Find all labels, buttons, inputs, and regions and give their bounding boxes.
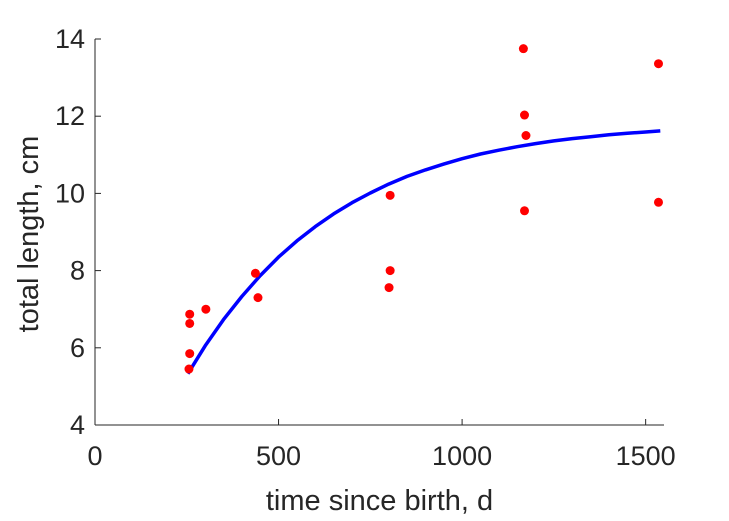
data-point [185,349,195,359]
y-axis-title: total length, cm [13,136,45,333]
data-point [385,266,395,276]
y-tick-label: 8 [70,256,85,286]
y-tick-label: 12 [55,101,85,131]
data-point [653,197,663,207]
x-tick-label: 1000 [432,441,492,471]
data-point [520,110,530,120]
data-point [201,304,211,314]
ticks: 0 500 1000 1500 4 6 8 10 12 14 [55,24,676,471]
x-tick-label: 1500 [616,441,676,471]
data-point [653,59,663,69]
axes [94,39,664,426]
data-point [384,283,394,293]
y-tick-label: 14 [55,24,85,54]
y-tick-label: 10 [55,178,85,208]
data-point [184,364,194,374]
data-point [521,131,531,140]
data-point [385,190,395,200]
data-point [250,268,260,278]
plot-area [184,44,663,375]
x-tick-label: 500 [256,441,301,471]
fit-curve [186,129,661,375]
data-point [185,318,195,328]
data-point [253,293,263,303]
y-tick-label: 6 [70,333,85,363]
data-point [185,309,195,319]
x-axis-title: time since birth, d [266,485,493,517]
x-tick-label: 0 [87,441,102,471]
y-tick-label: 4 [70,410,85,440]
data-point [518,44,528,54]
data-point [520,206,530,216]
